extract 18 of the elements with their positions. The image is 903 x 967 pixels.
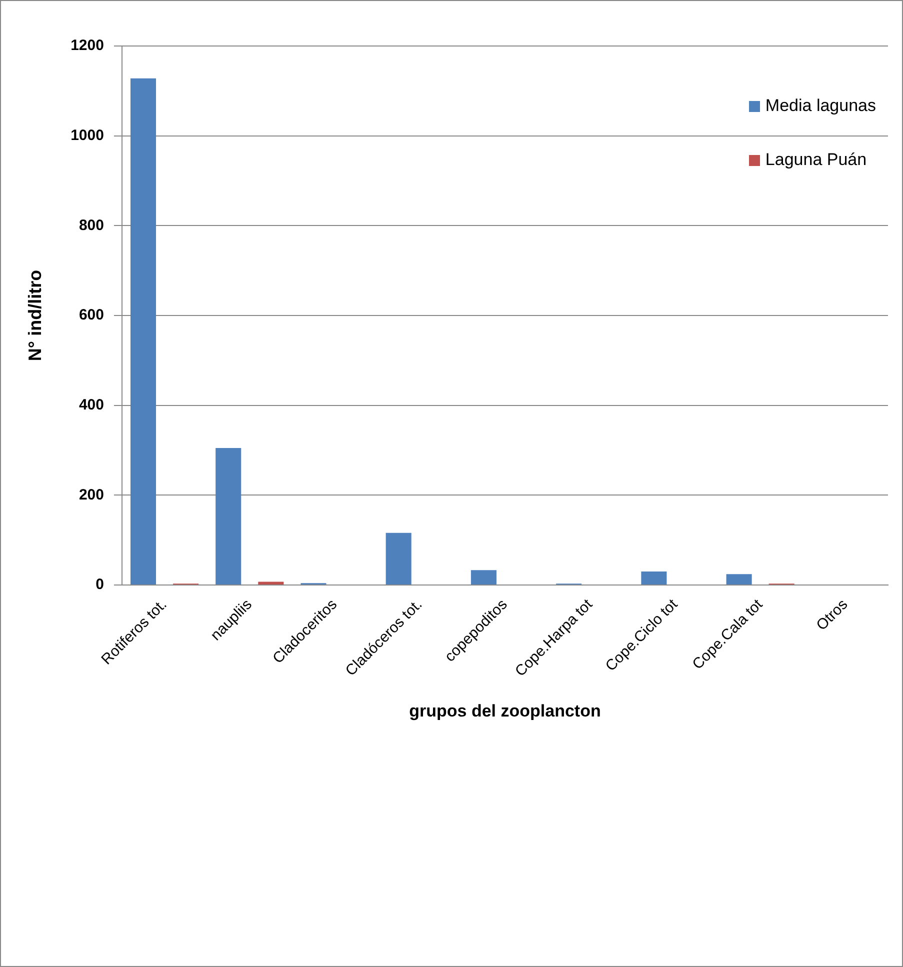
bar <box>386 532 412 584</box>
y-tick-label: 800 <box>78 216 104 234</box>
y-tick-label: 400 <box>78 396 104 414</box>
bar <box>130 78 156 584</box>
y-axis-title: N° ind/litro <box>24 270 45 362</box>
bar <box>258 582 284 584</box>
bar <box>641 571 667 584</box>
bar <box>726 574 752 584</box>
y-tick-label: 200 <box>78 486 104 504</box>
x-axis-title: grupos del zooplancton <box>409 701 601 720</box>
legend-label: Laguna Puán <box>765 150 867 170</box>
y-tick-label: 0 <box>96 576 104 594</box>
legend-label: Media lagunas <box>765 96 876 116</box>
bar <box>216 448 242 584</box>
y-tick-label: 1200 <box>70 37 104 54</box>
bar <box>470 570 496 584</box>
y-tick-label: 1000 <box>70 126 104 144</box>
y-tick-label: 600 <box>78 306 104 324</box>
